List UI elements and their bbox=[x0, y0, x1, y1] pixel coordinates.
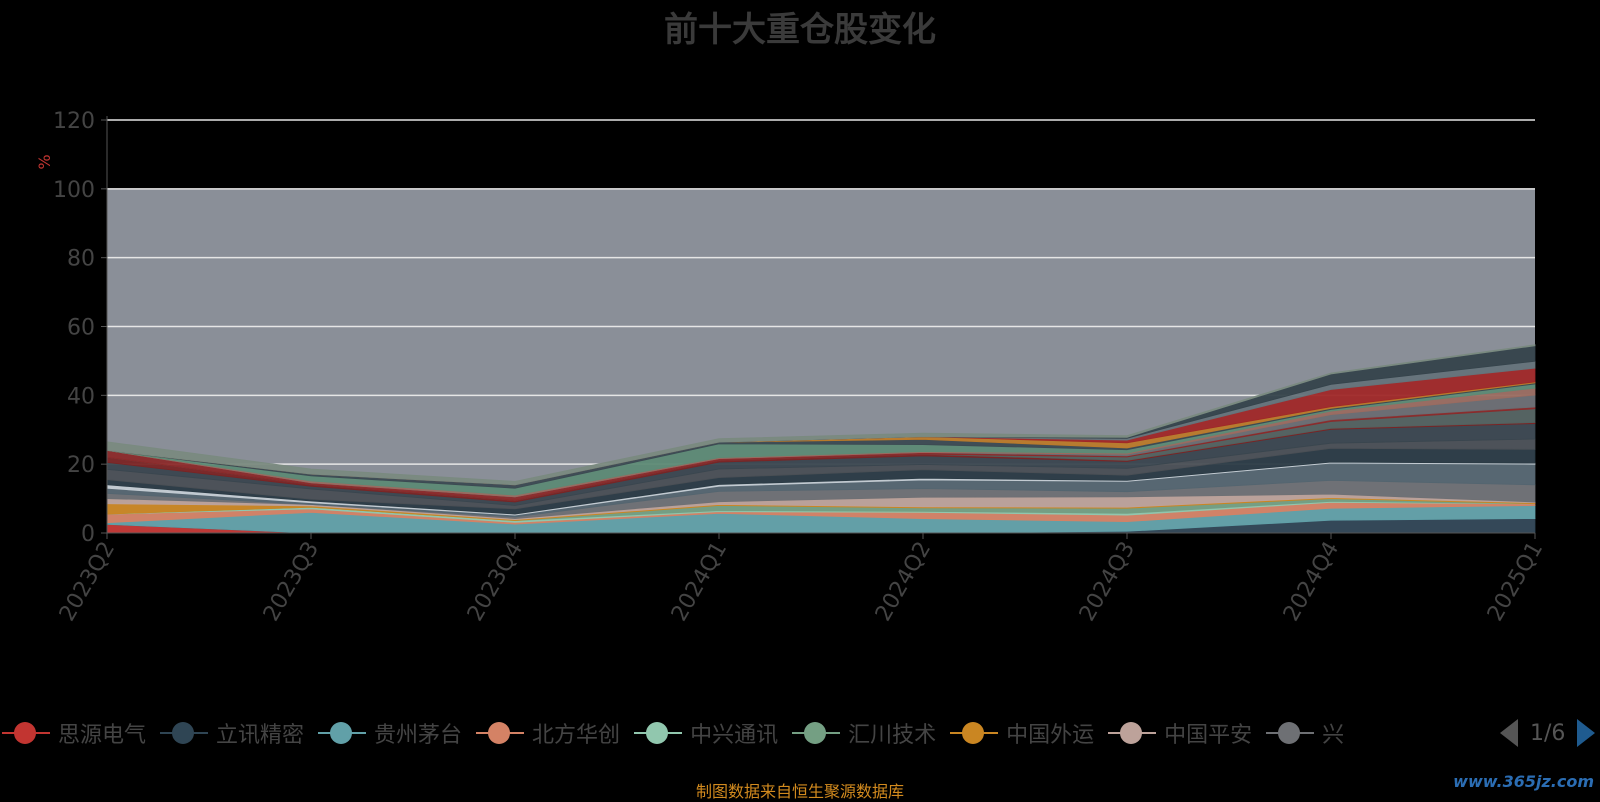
legend-label: 汇川技术 bbox=[848, 723, 937, 748]
legend-pager: 1/6 bbox=[1500, 716, 1600, 750]
legend-item[interactable]: 思源电气 bbox=[0, 716, 146, 750]
y-tick-label: 120 bbox=[53, 109, 95, 134]
legend: 思源电气 立讯精密 贵州茅台 北方华创 中兴通讯 汇川技术 中国外运 中国平安 兴 bbox=[0, 716, 1480, 750]
chart-area: % 0 20 40 60 80 100 120 2023Q2 2023Q3 2023Q4 2024Q… bbox=[35, 109, 1548, 626]
legend-label: 中国平安 bbox=[1164, 723, 1253, 748]
area-series-25 bbox=[106, 344, 1536, 486]
legend-item[interactable]: 汇川技术 bbox=[790, 716, 936, 750]
legend-item[interactable]: 立讯精密 bbox=[158, 716, 304, 750]
legend-marker-icon bbox=[474, 721, 526, 745]
legend-label: 贵州茅台 bbox=[374, 723, 463, 748]
x-tick-label: 2024Q3 bbox=[1075, 538, 1140, 626]
x-tick-label: 2023Q2 bbox=[55, 538, 120, 626]
x-tick-label: 2024Q4 bbox=[1279, 538, 1344, 626]
pager-prev-icon[interactable] bbox=[1500, 719, 1518, 747]
y-tick-label: 80 bbox=[67, 247, 95, 272]
legend-label: 中兴通讯 bbox=[690, 723, 779, 748]
legend-marker-icon bbox=[1106, 721, 1158, 745]
footer-note: 制图数据来自恒生聚源数据库 bbox=[695, 782, 904, 801]
y-axis-label: % bbox=[35, 154, 54, 169]
x-tick-label: 2023Q3 bbox=[259, 538, 324, 626]
x-tick-label: 2025Q1 bbox=[1483, 538, 1548, 626]
pager-text: 1/6 bbox=[1530, 720, 1566, 746]
legend-marker-icon bbox=[316, 721, 368, 745]
legend-marker-icon bbox=[790, 721, 842, 745]
legend-marker-icon bbox=[158, 721, 210, 745]
x-tick-label: 2024Q1 bbox=[667, 538, 732, 626]
x-tick-label: 2023Q4 bbox=[463, 538, 528, 626]
y-tick-label: 40 bbox=[67, 384, 95, 409]
legend-label: 思源电气 bbox=[58, 723, 147, 748]
legend-item[interactable]: 中国外运 bbox=[948, 716, 1094, 750]
legend-label: 北方华创 bbox=[532, 723, 621, 748]
y-tick-label: 60 bbox=[67, 316, 95, 341]
y-tick-label: 20 bbox=[67, 453, 95, 478]
legend-marker-icon bbox=[0, 721, 52, 745]
y-tick-label: 0 bbox=[81, 522, 95, 547]
legend-item[interactable]: 北方华创 bbox=[474, 716, 620, 750]
x-tick-label: 2024Q2 bbox=[871, 538, 936, 626]
legend-marker-icon bbox=[1264, 721, 1316, 745]
legend-item[interactable]: 兴 bbox=[1264, 716, 1344, 750]
legend-marker-icon bbox=[632, 721, 684, 745]
legend-label: 中国外运 bbox=[1006, 723, 1095, 748]
legend-item[interactable]: 中国平安 bbox=[1106, 716, 1252, 750]
legend-label: 兴 bbox=[1322, 723, 1345, 748]
legend-item[interactable]: 贵州茅台 bbox=[316, 716, 462, 750]
legend-label: 立讯精密 bbox=[216, 723, 305, 748]
watermark: www.365jz.com bbox=[1453, 772, 1594, 791]
legend-marker-icon bbox=[948, 721, 1000, 745]
y-tick-label: 100 bbox=[53, 178, 95, 203]
legend-item[interactable]: 中兴通讯 bbox=[632, 716, 778, 750]
chart-title: 前十大重仓股变化 bbox=[664, 10, 936, 50]
pager-next-icon[interactable] bbox=[1577, 719, 1596, 747]
